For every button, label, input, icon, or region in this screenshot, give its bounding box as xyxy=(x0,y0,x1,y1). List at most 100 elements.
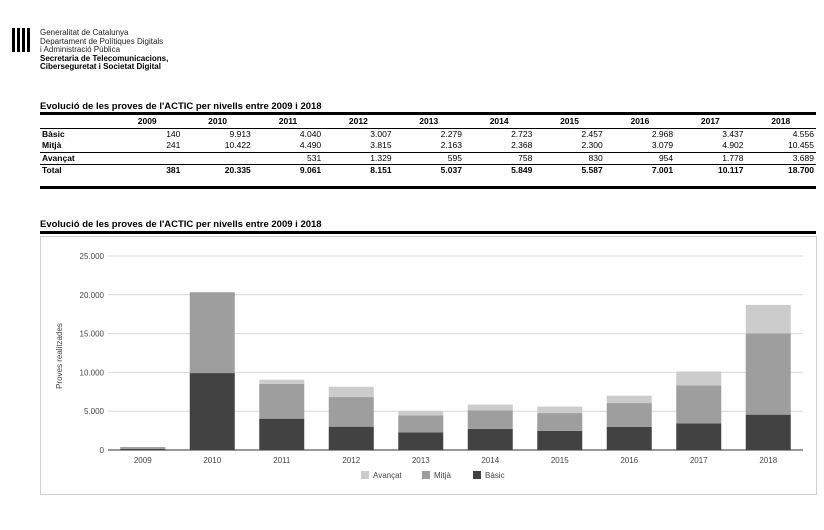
table-cell: 7.001 xyxy=(651,165,674,175)
table-total-row: Total 381 20.335 9.061 8.151 5.037 5.849… xyxy=(40,165,816,177)
bar-segment-mitjà xyxy=(398,415,444,433)
x-tick-label: 2015 xyxy=(551,456,569,465)
x-tick-label: 2016 xyxy=(620,456,638,465)
year-header: 2010 xyxy=(182,116,253,129)
bar-segment-bàsic xyxy=(676,423,722,450)
table-cell: 9.061 xyxy=(299,165,322,175)
table-header-row: 2009 2010 2011 2012 2013 2014 2015 2016 … xyxy=(40,116,816,129)
table-cell: 830 xyxy=(534,152,605,165)
bar-segment-bàsic xyxy=(745,414,791,450)
year-header: 2017 xyxy=(675,116,746,129)
chart-top-rule xyxy=(40,231,816,234)
y-tick-label: 15.000 xyxy=(80,330,105,339)
generalitat-logo xyxy=(12,28,34,52)
table-cell: 5.849 xyxy=(511,165,533,175)
bar-segment-mitjà xyxy=(120,447,166,449)
table-cell: 4.490 xyxy=(252,140,324,153)
table-cell: 10.422 xyxy=(182,140,253,153)
table-cell: 2.457 xyxy=(581,128,603,139)
y-tick-label: 25.000 xyxy=(80,252,105,261)
table-cell: 2.163 xyxy=(393,140,464,153)
table-cell: 595 xyxy=(393,152,464,165)
table-cell: 954 xyxy=(604,152,676,165)
chart-container: 0 5.000 10.000 15.000 20.000 25.000 2009 2010 2… xyxy=(40,236,817,495)
bar-segment-avançat xyxy=(676,371,722,386)
table-cell: 1.778 xyxy=(675,152,746,165)
x-tick-label: 2018 xyxy=(759,456,777,465)
year-header: 2009 xyxy=(112,116,183,129)
legend-label: Mitjà xyxy=(434,471,451,480)
table-cell: 9.913 xyxy=(229,128,251,139)
chart-title: Evolució de les proves de l'ACTIC per ni… xyxy=(40,219,322,230)
org-line: Departament de Polítiques Digitals xyxy=(40,36,164,46)
org-line: Generalitat de Catalunya xyxy=(40,28,129,37)
bar-segment-mitjà xyxy=(606,403,652,427)
table-cell: 4.040 xyxy=(299,128,322,139)
table-cell: 8.151 xyxy=(370,165,392,175)
row-label: Mitjà xyxy=(40,140,112,153)
bar-segment-bàsic xyxy=(398,432,444,450)
legend-swatch xyxy=(422,471,430,479)
bar-segment-avançat xyxy=(328,386,374,398)
table-row: Bàsic 140 9.913 4.040 3.007 2.279 2.723 … xyxy=(40,128,816,140)
x-tick-label: 2012 xyxy=(342,456,360,465)
table-cell: 5.037 xyxy=(440,165,462,175)
y-tick-label: 0 xyxy=(100,446,105,455)
bar-segment-mitjà xyxy=(259,383,305,419)
year-header: 2012 xyxy=(323,116,394,129)
tests-table: 2009 2010 2011 2012 2013 2014 2015 2016 … xyxy=(40,116,816,177)
bar-segment-mitjà xyxy=(676,385,722,424)
table-cell: 4.556 xyxy=(792,128,814,139)
year-header: 2018 xyxy=(745,116,816,129)
bar-segment-mitjà xyxy=(745,333,791,415)
y-tick-label: 20.000 xyxy=(80,291,105,300)
year-header: 2016 xyxy=(604,116,676,129)
bar-segment-avançat xyxy=(745,304,791,334)
unit-line: Ciberseguretat i Societat Digital xyxy=(40,62,161,71)
x-tick-label: 2014 xyxy=(481,456,499,465)
stacked-bar-chart: 0 5.000 10.000 15.000 20.000 25.000 2009 2010 2… xyxy=(55,252,803,480)
table-cell: 3.689 xyxy=(745,152,816,165)
bar-segment-avançat xyxy=(537,406,583,414)
row-label: Avançat xyxy=(40,152,112,165)
legend-label: Bàsic xyxy=(485,471,505,480)
table-cell: 531 xyxy=(252,152,324,165)
table-cell: 1.329 xyxy=(323,152,394,165)
bar-segment-avançat xyxy=(467,404,513,411)
table-cell: 20.335 xyxy=(224,165,251,175)
x-tick-label: 2010 xyxy=(203,456,221,465)
x-tick-label: 2013 xyxy=(412,456,430,465)
bar-segment-mitjà xyxy=(189,292,235,374)
table-row: Avançat 531 1.329 595 758 830 954 1.778 … xyxy=(40,152,816,165)
bar-segment-avançat xyxy=(398,410,444,416)
table-cell xyxy=(112,152,183,165)
y-axis-label: Proves realitzades xyxy=(55,323,64,389)
table-title: Evolució de les proves de l'ACTIC per ni… xyxy=(40,101,322,112)
bar-segment-mitjà xyxy=(467,410,513,429)
table-cell: 2.968 xyxy=(651,128,674,139)
organisation-block: Generalitat de Catalunya Departament de … xyxy=(40,28,169,72)
table-cell: 3.437 xyxy=(722,128,744,139)
year-header: 2015 xyxy=(534,116,605,129)
x-tick-label: 2009 xyxy=(134,456,152,465)
table-cell: 758 xyxy=(463,152,535,165)
bar-segment-mitjà xyxy=(537,413,583,431)
table-top-rule xyxy=(40,112,816,115)
year-header: 2011 xyxy=(252,116,324,129)
year-header: 2014 xyxy=(463,116,535,129)
bar-segment-bàsic xyxy=(259,418,305,450)
table-cell: 3.079 xyxy=(604,140,676,153)
legend-swatch xyxy=(473,471,481,479)
table-cell: 2.368 xyxy=(463,140,535,153)
bar-segment-avançat xyxy=(606,395,652,404)
bar-segment-bàsic xyxy=(189,373,235,450)
row-label: Total xyxy=(42,165,62,175)
table-row: Mitjà 241 10.422 4.490 3.815 2.163 2.368… xyxy=(40,140,816,153)
table-cell: 5.587 xyxy=(581,165,603,175)
unit-line: Secretaria de Telecomunicacions, xyxy=(40,53,169,63)
bar-segment-bàsic xyxy=(537,430,583,450)
y-tick-label: 5.000 xyxy=(84,407,105,416)
org-line: i Administració Pública xyxy=(40,45,121,54)
table-cell: 2.300 xyxy=(534,140,605,153)
bar-segment-avançat xyxy=(259,379,305,384)
